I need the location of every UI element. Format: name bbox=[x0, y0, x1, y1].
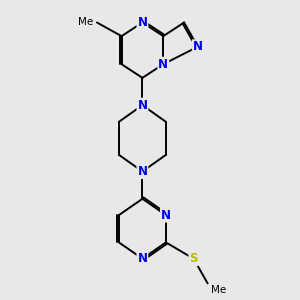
Text: N: N bbox=[158, 58, 168, 71]
Text: N: N bbox=[137, 165, 147, 178]
Text: Me: Me bbox=[78, 17, 93, 27]
Text: N: N bbox=[137, 99, 147, 112]
Text: N: N bbox=[137, 252, 147, 265]
Text: N: N bbox=[137, 16, 147, 29]
Text: Me: Me bbox=[211, 285, 226, 295]
Text: N: N bbox=[161, 208, 171, 222]
Text: N: N bbox=[193, 40, 203, 53]
Text: S: S bbox=[189, 252, 198, 265]
